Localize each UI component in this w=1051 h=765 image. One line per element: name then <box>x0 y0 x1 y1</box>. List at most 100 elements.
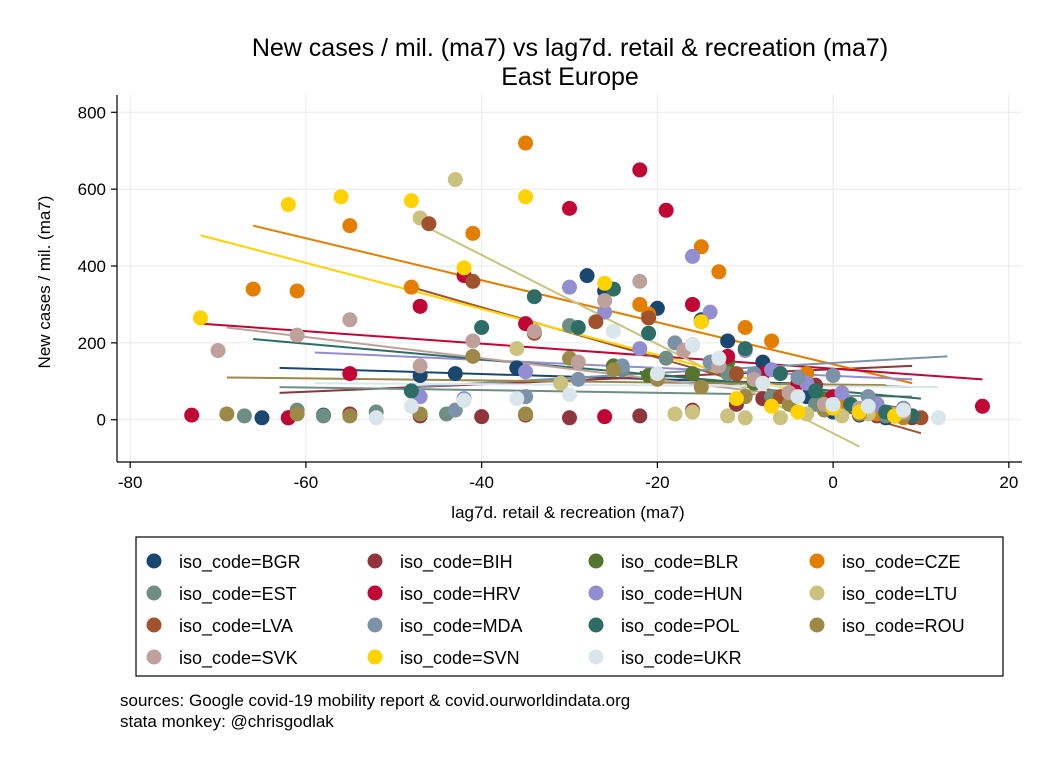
legend-box <box>135 536 1004 677</box>
data-point <box>649 366 665 382</box>
data-point <box>693 314 709 330</box>
data-point <box>447 366 463 382</box>
data-point <box>641 325 657 341</box>
data-point <box>289 327 305 343</box>
data-point <box>254 410 270 426</box>
legend-marker <box>367 649 383 665</box>
data-point <box>711 264 727 280</box>
data-point <box>518 189 534 205</box>
x-tick-label: 0 <box>828 473 837 492</box>
data-point <box>456 393 472 409</box>
data-point <box>403 193 419 209</box>
data-point <box>597 409 613 425</box>
data-point <box>403 279 419 295</box>
legend-marker <box>809 553 825 569</box>
data-point <box>790 404 806 420</box>
data-point <box>764 333 780 349</box>
x-axis-label: lag7d. retail & recreation (ma7) <box>451 503 684 522</box>
legend-marker <box>588 649 604 665</box>
data-point <box>342 218 358 234</box>
legend-label: iso_code=LVA <box>179 616 293 637</box>
data-point <box>825 368 841 384</box>
data-point <box>315 408 331 424</box>
x-tick-label: -20 <box>645 473 670 492</box>
legend: iso_code=BGR iso_code=BIH iso_code=BLR iso_… <box>135 536 1004 677</box>
data-point <box>192 310 208 326</box>
data-point <box>658 350 674 366</box>
data-point <box>737 319 753 335</box>
data-point <box>289 283 305 299</box>
data-point <box>720 408 736 424</box>
data-point <box>728 391 744 407</box>
data-point <box>808 383 824 399</box>
data-point <box>974 398 990 414</box>
data-point <box>772 410 788 426</box>
data-point <box>509 341 525 357</box>
legend-marker <box>809 585 825 601</box>
data-point <box>447 402 463 418</box>
data-point <box>895 402 911 418</box>
y-tick-label: 200 <box>78 334 106 353</box>
legend-marker <box>809 617 825 633</box>
data-point <box>667 406 683 422</box>
data-point <box>342 366 358 382</box>
data-point <box>570 354 586 370</box>
data-point <box>456 260 472 276</box>
data-point <box>728 366 744 382</box>
legend-marker <box>588 617 604 633</box>
data-point <box>931 410 947 426</box>
y-axis-label: New cases / mil. (ma7) <box>35 196 54 369</box>
chart-title: New cases / mil. (ma7) vs lag7d. retail … <box>252 34 888 62</box>
data-point <box>685 366 701 382</box>
fit-line <box>411 355 948 389</box>
y-tick-label: 0 <box>97 411 106 430</box>
data-point <box>685 404 701 420</box>
legend-marker <box>367 553 383 569</box>
data-point <box>588 314 604 330</box>
data-point <box>579 268 595 284</box>
y-tick-label: 600 <box>78 180 106 199</box>
legend-marker <box>146 649 162 665</box>
data-point <box>342 408 358 424</box>
legend-label: iso_code=HRV <box>400 584 520 605</box>
data-point <box>333 189 349 205</box>
data-point <box>737 341 753 357</box>
data-point <box>641 310 657 326</box>
data-point <box>465 348 481 364</box>
legend-marker <box>588 553 604 569</box>
data-point <box>465 333 481 349</box>
data-point <box>605 362 621 378</box>
chart-subtitle: East Europe <box>501 63 639 91</box>
legend-label: iso_code=HUN <box>621 584 743 605</box>
y-tick-label: 400 <box>78 257 106 276</box>
legend-marker <box>146 617 162 633</box>
data-point <box>597 275 613 291</box>
legend-label: iso_code=UKR <box>621 648 742 669</box>
data-point <box>465 273 481 289</box>
data-point <box>421 216 437 232</box>
data-point <box>658 202 674 218</box>
legend-label: iso_code=SVN <box>400 648 520 669</box>
data-point <box>412 298 428 314</box>
data-point <box>860 398 876 414</box>
data-point <box>526 323 542 339</box>
legend-label: iso_code=BIH <box>400 552 513 573</box>
data-point <box>685 248 701 264</box>
data-point <box>245 281 261 297</box>
x-tick-label: -60 <box>294 473 319 492</box>
data-point <box>570 371 586 387</box>
data-point <box>685 296 701 312</box>
credit-note: stata monkey: @chrisgodlak <box>120 712 334 731</box>
data-point <box>184 407 200 423</box>
data-point <box>368 410 384 426</box>
fit-line <box>252 224 913 385</box>
data-point <box>693 379 709 395</box>
data-point <box>518 364 534 380</box>
legend-label: iso_code=ROU <box>842 616 965 637</box>
data-point <box>632 296 648 312</box>
data-point <box>597 293 613 309</box>
data-point <box>570 319 586 335</box>
legend-label: iso_code=BLR <box>621 552 739 573</box>
data-point <box>632 341 648 357</box>
data-point <box>632 408 648 424</box>
